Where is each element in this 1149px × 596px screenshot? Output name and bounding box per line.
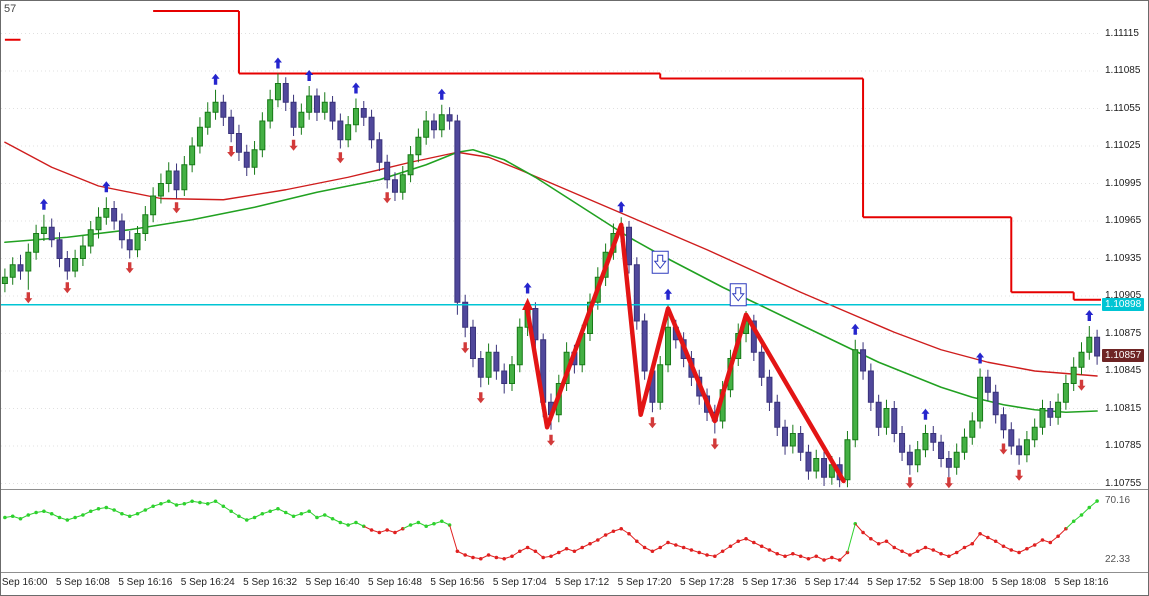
indicator-max-label: 70.16	[1105, 495, 1131, 506]
time-label: 5 Sep 17:12	[555, 577, 610, 588]
price-tick-label: 1.11055	[1105, 102, 1141, 114]
bid-price-tag: 1.10857	[1102, 349, 1145, 362]
time-label: 5 Sep 16:56	[430, 577, 485, 588]
boxed-down-arrow-annotation[interactable]	[729, 283, 747, 307]
up-arrow-marker	[921, 408, 930, 420]
time-axis-separator	[1, 572, 1148, 573]
price-tick-label: 1.11115	[1105, 27, 1139, 39]
trend-stop-line	[4, 10, 1101, 301]
price-tick-label: 1.10995	[1105, 177, 1142, 189]
down-arrow-marker	[547, 434, 555, 446]
price-axis[interactable]: 1.11115 1.11085 1.11055 1.11025 1.10995 1.109…	[1101, 1, 1148, 489]
price-tick-label: 1.10875	[1105, 327, 1142, 339]
up-arrow-marker	[1085, 310, 1094, 321]
zigzag-arrowhead	[522, 298, 534, 310]
up-arrow-marker	[273, 57, 282, 69]
up-arrow-marker	[437, 88, 446, 100]
time-label: 5 Sep 17:04	[492, 577, 547, 588]
time-label: 5 Sep 16:40	[305, 577, 360, 588]
boxed-down-arrow-icon	[731, 287, 745, 302]
time-label: 5 Sep 18:00	[929, 577, 984, 588]
time-label: 5 Sep 18:16	[1054, 577, 1109, 588]
boxed-down-arrow-icon	[653, 254, 667, 270]
down-arrow-marker	[125, 262, 134, 274]
down-arrow-marker	[710, 438, 719, 450]
down-arrow-marker	[1015, 469, 1024, 481]
time-label: 5 Sep 17:52	[867, 577, 922, 588]
up-arrow-marker	[211, 73, 220, 85]
up-arrow-marker	[664, 288, 673, 300]
boxed-down-arrow-annotation[interactable]	[651, 250, 669, 274]
time-label: 5 Sep 17:28	[680, 577, 734, 588]
up-arrow-marker	[102, 181, 111, 193]
red-ma-line	[4, 141, 1098, 377]
time-label: 5 Sep 16:00	[1, 577, 48, 588]
price-tick-label: 1.11025	[1105, 140, 1141, 151]
time-label: 5 Sep 17:20	[617, 577, 672, 588]
down-arrow-marker	[336, 152, 345, 164]
time-label: 5 Sep 17:44	[804, 577, 859, 588]
signal-arrows-layer	[24, 57, 1094, 489]
price-tick-label: 1.10965	[1105, 215, 1142, 226]
price-tick-label: 1.10755	[1105, 477, 1142, 489]
zigzag-annotation[interactable]	[525, 222, 846, 484]
down-arrow-marker	[476, 392, 485, 404]
time-label: 5 Sep 16:48	[368, 577, 422, 588]
oscillator-series	[3, 499, 1099, 562]
time-axis[interactable]: 5 Sep 16:00 5 Sep 16:08 5 Sep 16:16 5 Sep 1…	[1, 574, 1148, 595]
price-tick-label: 1.10905	[1105, 290, 1142, 301]
up-arrow-marker	[851, 323, 860, 335]
price-chart-surface[interactable]	[1, 1, 1101, 491]
up-arrow-marker	[523, 282, 532, 294]
price-tick-label: 1.10815	[1105, 402, 1142, 414]
green-ma-line	[4, 148, 1098, 414]
down-arrow-marker	[648, 417, 657, 429]
down-arrow-marker	[24, 292, 33, 304]
down-arrow-marker	[1077, 379, 1086, 391]
up-arrow-marker	[39, 198, 48, 210]
time-label: 5 Sep 18:08	[992, 577, 1047, 588]
price-tick-label: 1.11085	[1105, 65, 1141, 76]
panel-separator[interactable]	[1, 489, 1148, 490]
down-arrow-marker	[383, 192, 392, 204]
indicator-min-label: 22.33	[1105, 554, 1131, 565]
corner-partial-text: 57	[4, 3, 17, 15]
down-arrow-marker	[227, 146, 236, 157]
time-label: 5 Sep 16:08	[55, 577, 110, 588]
down-arrow-marker	[172, 202, 181, 214]
candles-layer	[1, 73, 1101, 488]
up-arrow-marker	[351, 82, 360, 94]
down-arrow-marker	[289, 139, 298, 151]
time-label: 5 Sep 16:32	[243, 577, 298, 588]
price-tick-label: 1.10935	[1105, 252, 1142, 264]
down-arrow-marker	[999, 443, 1008, 455]
price-tick-label: 1.10845	[1105, 365, 1142, 376]
ask-price-tag: 1.10898	[1102, 297, 1145, 311]
down-arrow-marker	[461, 342, 470, 354]
down-arrow-marker	[944, 477, 953, 489]
down-arrow-marker	[905, 477, 914, 489]
time-label: 5 Sep 17:36	[742, 577, 797, 588]
up-arrow-marker	[976, 352, 985, 364]
up-arrow-marker	[305, 70, 314, 81]
indicator-panel-surface[interactable]	[1, 491, 1101, 573]
down-arrow-marker	[63, 282, 72, 294]
time-label: 5 Sep 16:24	[180, 577, 235, 588]
up-arrow-marker	[617, 201, 626, 213]
price-tick-label: 1.10785	[1105, 440, 1142, 451]
time-label: 5 Sep 16:16	[118, 577, 173, 588]
